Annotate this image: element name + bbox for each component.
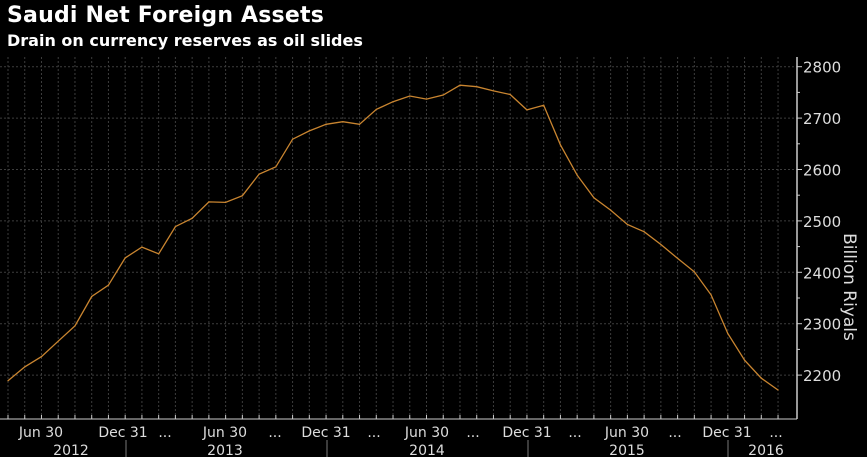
- data-point: [342, 121, 344, 123]
- x-tick-label: Dec 31: [98, 425, 147, 441]
- data-point: [509, 93, 511, 96]
- data-point: [743, 359, 746, 361]
- year-label: 2014: [409, 443, 445, 457]
- chart-title: Saudi Net Foreign Assets: [7, 3, 324, 28]
- year-label: 2012: [53, 443, 89, 457]
- grid: [0, 57, 797, 419]
- x-tick-label: ...: [568, 425, 581, 441]
- y-axis-label: Billion Riyals: [839, 233, 859, 341]
- data-point: [643, 231, 645, 233]
- y-tick-label: 2600: [803, 162, 841, 180]
- data-point: [24, 366, 26, 368]
- x-tick-label: Dec 31: [502, 425, 551, 441]
- x-tick-label: ...: [466, 425, 479, 441]
- y-tick-label: 2400: [803, 264, 841, 282]
- data-point: [626, 223, 628, 226]
- data-point: [91, 295, 93, 298]
- data-point: [777, 389, 779, 391]
- y-tick-label: 2700: [803, 110, 841, 128]
- x-tick-label: Dec 31: [702, 425, 751, 441]
- data-point: [425, 98, 428, 100]
- data-point: [358, 123, 361, 125]
- x-tick-label: ...: [769, 425, 782, 441]
- y-tick-label: 2500: [803, 213, 841, 231]
- x-tick-label: ...: [668, 425, 681, 441]
- x-tick-label: ...: [158, 425, 171, 441]
- data-point: [593, 197, 595, 199]
- y-axis: 2200 2300 2400 2500 2600 2700 2800: [796, 57, 841, 419]
- x-tick-label: Jun 30: [404, 425, 449, 441]
- data-point: [124, 257, 126, 259]
- chart-subtitle: Drain on currency reserves as oil slides: [7, 31, 363, 50]
- x-tick-label: ...: [268, 425, 281, 441]
- data-point: [543, 104, 545, 106]
- data-point: [610, 209, 612, 211]
- x-tick-label: Jun 30: [202, 425, 247, 441]
- data-point: [375, 108, 377, 110]
- x-tick-label: ...: [367, 425, 380, 441]
- data-point: [107, 284, 110, 286]
- data-point: [57, 340, 59, 342]
- data-point: [576, 174, 578, 176]
- y-tick-label: 2800: [803, 59, 841, 77]
- data-point: [191, 217, 193, 219]
- data-point: [40, 355, 43, 358]
- data-point: [727, 332, 729, 335]
- data-point: [660, 243, 662, 246]
- data-point: [158, 253, 160, 255]
- data-point: [258, 173, 260, 175]
- series: [7, 84, 779, 391]
- data-point: [308, 130, 310, 132]
- data-point: [174, 225, 176, 228]
- x-tick-label: Dec 31: [301, 425, 350, 441]
- y-tick-label: 2200: [803, 367, 841, 385]
- x-tick-label: Jun 30: [604, 425, 649, 441]
- data-point: [241, 195, 243, 197]
- data-point: [559, 144, 562, 146]
- y-tick-label: 2300: [803, 316, 841, 334]
- year-label: 2015: [609, 443, 645, 457]
- data-point: [7, 380, 9, 382]
- data-point: [476, 86, 478, 88]
- x-axis: Jun 30 Dec 31... Jun 30... Dec 31... Jun 30.…: [0, 415, 797, 457]
- data-point: [442, 94, 444, 96]
- data-point: [208, 201, 210, 203]
- data-point: [141, 246, 143, 248]
- data-point: [492, 90, 495, 92]
- data-point: [760, 377, 762, 379]
- year-label: 2013: [207, 443, 243, 457]
- year-label: 2016: [748, 443, 784, 457]
- data-point: [325, 123, 327, 125]
- data-point: [225, 201, 227, 203]
- data-point: [459, 84, 461, 86]
- x-tick-label: Jun 30: [18, 425, 63, 441]
- data-point: [74, 325, 76, 327]
- data-point: [291, 138, 294, 140]
- data-point: [392, 101, 394, 103]
- data-point: [677, 257, 679, 260]
- data-point: [275, 166, 277, 168]
- data-point: [409, 95, 411, 97]
- data-point: [710, 294, 712, 296]
- data-point: [693, 271, 695, 273]
- data-point: [526, 109, 528, 111]
